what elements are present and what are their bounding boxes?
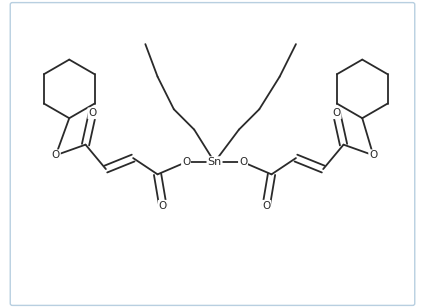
Text: O: O	[262, 201, 270, 211]
Text: O: O	[52, 150, 60, 160]
Text: O: O	[88, 108, 96, 118]
FancyBboxPatch shape	[10, 2, 415, 306]
Text: Sn: Sn	[207, 157, 222, 167]
Text: O: O	[239, 157, 247, 167]
Text: O: O	[332, 108, 341, 118]
Text: O: O	[159, 201, 167, 211]
Text: O: O	[369, 150, 377, 160]
Text: O: O	[182, 157, 190, 167]
